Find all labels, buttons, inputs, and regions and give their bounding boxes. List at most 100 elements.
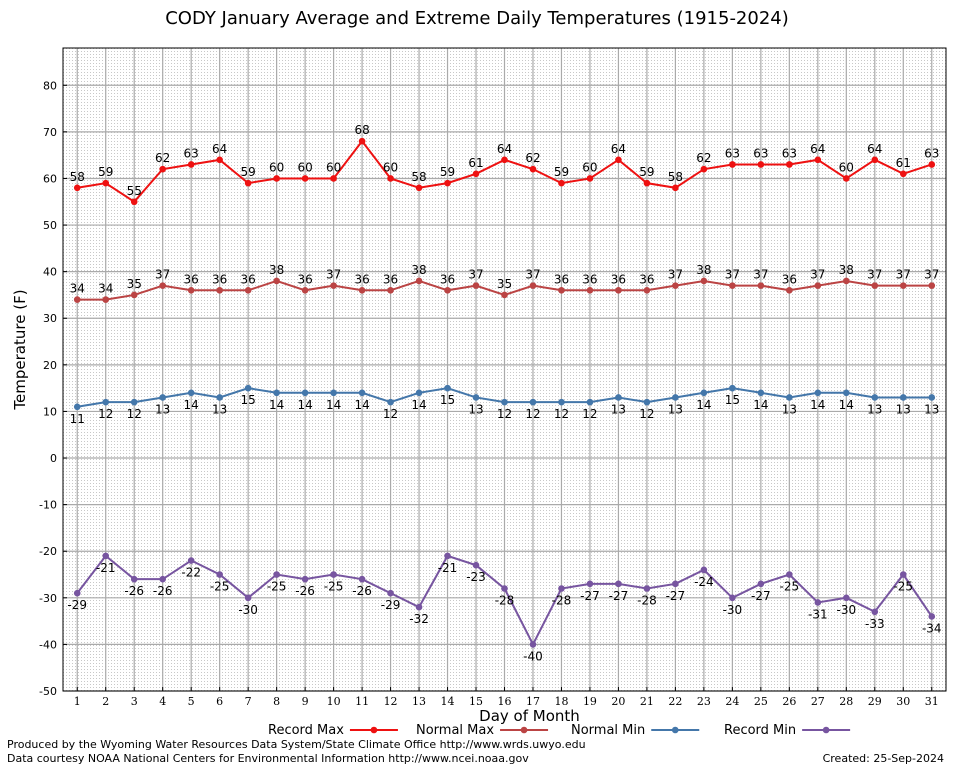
data-label: -25 xyxy=(210,580,230,594)
x-tick-label: 20 xyxy=(611,695,625,708)
data-label: 63 xyxy=(753,146,768,160)
data-label: 11 xyxy=(70,412,85,426)
data-point xyxy=(729,282,736,289)
data-point xyxy=(415,389,423,397)
data-label: -30 xyxy=(723,603,743,617)
data-point xyxy=(187,389,195,397)
data-point xyxy=(672,184,679,192)
x-tick-label: 9 xyxy=(302,695,309,708)
data-point xyxy=(130,575,138,583)
data-point xyxy=(529,641,537,648)
data-label: 37 xyxy=(924,268,939,282)
legend-label: Record Max xyxy=(268,723,344,738)
x-tick-label: 4 xyxy=(159,695,166,708)
data-label: 61 xyxy=(468,156,483,170)
data-point xyxy=(159,575,166,583)
data-label: 36 xyxy=(440,272,455,286)
data-point xyxy=(786,161,793,168)
data-label: 37 xyxy=(810,268,825,282)
data-point xyxy=(73,589,81,597)
data-label: 12 xyxy=(98,407,113,421)
data-label: -25 xyxy=(324,580,344,594)
data-label: -34 xyxy=(922,621,942,635)
data-point xyxy=(330,175,337,182)
y-tick-label: -20 xyxy=(39,545,57,558)
data-label: 36 xyxy=(639,272,654,286)
data-label: -32 xyxy=(409,612,429,626)
data-label: -30 xyxy=(238,603,258,617)
data-label: -23 xyxy=(466,570,486,584)
data-label: 14 xyxy=(839,398,854,412)
data-point xyxy=(102,398,110,406)
data-point xyxy=(358,575,366,583)
data-point xyxy=(244,286,252,294)
data-label: -26 xyxy=(153,584,173,598)
data-label: 14 xyxy=(269,398,284,412)
data-label: 37 xyxy=(753,268,768,282)
data-label: 36 xyxy=(611,272,626,286)
data-point xyxy=(558,585,565,592)
data-label: 60 xyxy=(383,160,398,174)
data-point xyxy=(843,389,850,397)
data-label: -26 xyxy=(124,584,144,598)
data-label: 63 xyxy=(924,146,939,160)
data-point xyxy=(558,179,565,187)
data-label: -25 xyxy=(267,580,287,594)
data-point xyxy=(899,394,907,401)
data-point xyxy=(843,277,850,285)
x-tick-label: 19 xyxy=(583,695,597,708)
data-point xyxy=(814,599,822,606)
data-point xyxy=(899,571,907,578)
data-label: 36 xyxy=(782,272,797,286)
data-point xyxy=(529,165,537,173)
data-label: 55 xyxy=(127,184,142,198)
data-point xyxy=(102,552,110,560)
footer-produced-by: Produced by the Wyoming Water Resources … xyxy=(7,738,586,751)
x-tick-label: 5 xyxy=(188,695,195,708)
y-tick-label: -30 xyxy=(39,592,57,605)
data-label: -24 xyxy=(694,575,714,589)
x-tick-label: 16 xyxy=(498,695,512,708)
data-point xyxy=(387,175,394,182)
y-tick-label: -50 xyxy=(39,685,57,698)
data-point xyxy=(415,277,423,285)
x-tick-label: 12 xyxy=(384,695,398,708)
data-point xyxy=(444,552,451,560)
data-label: 37 xyxy=(525,268,540,282)
data-point xyxy=(529,398,537,406)
data-point xyxy=(871,156,879,164)
data-point xyxy=(928,613,936,620)
data-point xyxy=(273,175,280,182)
y-tick-label: 40 xyxy=(43,266,57,279)
legend-label: Normal Max xyxy=(416,723,494,738)
data-label: 64 xyxy=(611,142,626,156)
data-label: 15 xyxy=(440,393,455,407)
data-label: 63 xyxy=(782,146,797,160)
data-label: -31 xyxy=(808,607,828,621)
data-point xyxy=(472,394,480,401)
data-label: 60 xyxy=(839,160,854,174)
x-tick-label: 30 xyxy=(896,695,910,708)
data-label: 12 xyxy=(497,407,512,421)
data-point xyxy=(187,557,195,564)
data-point xyxy=(871,394,879,401)
data-point xyxy=(444,384,451,392)
data-label: 36 xyxy=(212,272,227,286)
data-point xyxy=(928,282,936,289)
data-point xyxy=(387,286,394,294)
data-label: 61 xyxy=(896,156,911,170)
data-point xyxy=(130,398,138,406)
x-tick-label: 7 xyxy=(245,695,252,708)
data-label: 36 xyxy=(184,272,199,286)
data-point xyxy=(729,384,736,392)
y-axis-label: Temperature (F) xyxy=(11,289,29,410)
data-point xyxy=(472,282,480,289)
data-point xyxy=(273,277,280,285)
data-label: 14 xyxy=(354,398,369,412)
data-point xyxy=(358,286,366,294)
data-point xyxy=(415,603,423,611)
data-point xyxy=(586,175,594,182)
data-point xyxy=(130,291,138,299)
x-tick-label: 29 xyxy=(868,695,882,708)
